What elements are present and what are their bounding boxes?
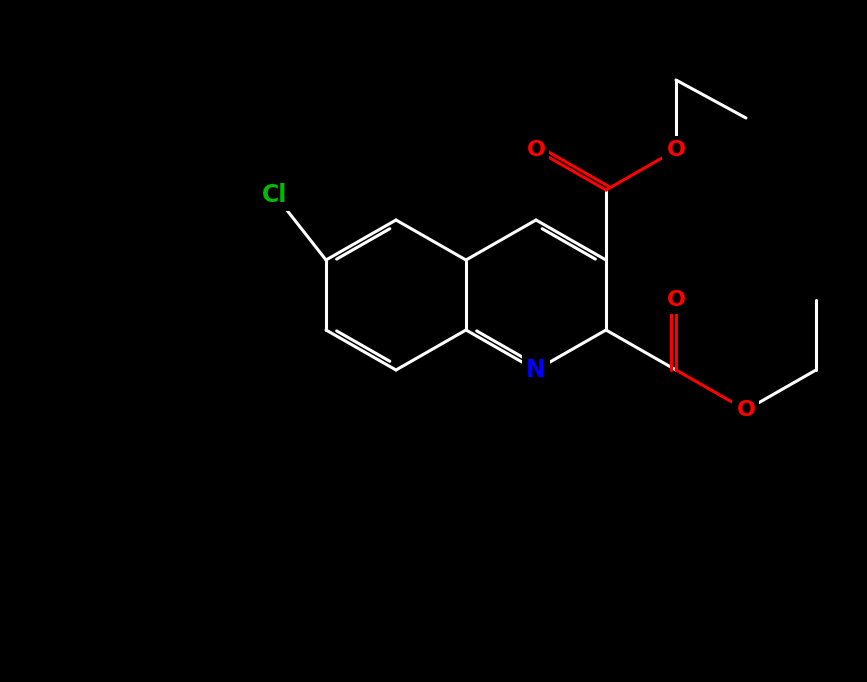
Text: O: O [667,290,686,310]
Text: N: N [526,358,546,382]
Text: O: O [736,400,755,420]
Text: O: O [526,140,545,160]
Text: Cl: Cl [263,183,288,207]
Text: O: O [667,140,686,160]
